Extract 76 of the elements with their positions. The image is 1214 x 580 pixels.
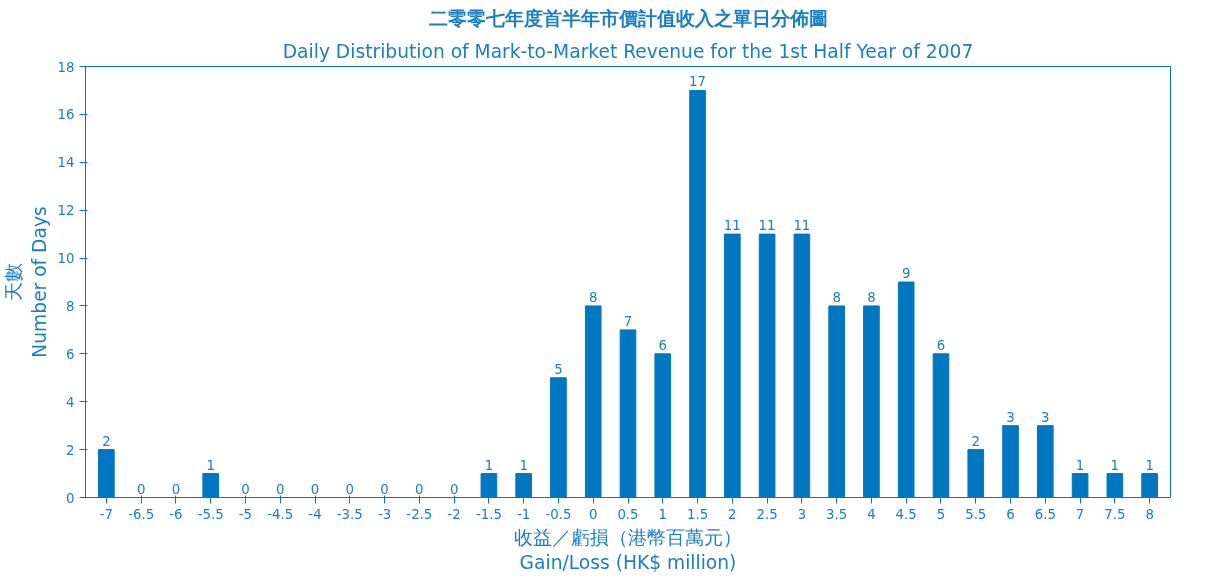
data-label: 2 — [102, 433, 111, 449]
data-label: 11 — [758, 218, 776, 234]
x-tick-label: -3.5 — [336, 506, 363, 522]
data-label: 17 — [689, 74, 707, 90]
x-tick-label: -6 — [169, 506, 183, 522]
x-tick-label: 6.5 — [1034, 506, 1056, 522]
x-tick-label: 3.5 — [826, 506, 848, 522]
x-tick-label: -3 — [377, 506, 392, 522]
y-tick-label: 14 — [57, 155, 75, 171]
x-tick-label: -2 — [447, 506, 461, 522]
data-label: 0 — [345, 481, 355, 497]
x-tick-label: -5.5 — [197, 506, 224, 522]
data-label: 1 — [206, 457, 215, 473]
x-tick-label: 8 — [1145, 506, 1154, 522]
data-label: 0 — [136, 481, 146, 497]
y-tick-label: 6 — [66, 346, 75, 362]
data-label: 1 — [1110, 457, 1120, 473]
x-tick-label: 1.5 — [686, 506, 709, 522]
x-tick-label: -1 — [517, 506, 531, 522]
y-tick-label: 12 — [57, 203, 75, 219]
data-label: 1 — [484, 457, 494, 473]
x-tick-label: -4 — [308, 506, 322, 522]
data-label: 3 — [1006, 409, 1015, 425]
x-tick-label: 0.5 — [617, 506, 639, 522]
data-label: 0 — [380, 481, 389, 497]
x-tick-label: 7.5 — [1104, 506, 1126, 522]
x-tick-label: -4.5 — [267, 506, 294, 522]
y-tick-label: 16 — [57, 107, 75, 123]
data-label: 1 — [1145, 457, 1154, 473]
x-tick-label: -6.5 — [128, 506, 155, 522]
data-label: 1 — [519, 457, 528, 473]
data-label: 1 — [1075, 457, 1085, 473]
data-label: 5 — [554, 361, 563, 377]
x-tick-label: -1.5 — [475, 506, 502, 522]
data-label: 0 — [171, 481, 181, 497]
x-tick-label: -0.5 — [545, 506, 572, 522]
x-tick-label: -7 — [99, 506, 114, 522]
data-label: 7 — [623, 313, 633, 329]
x-tick-label: -5 — [238, 506, 253, 522]
x-tick-label: 3 — [797, 506, 807, 522]
data-label: 0 — [449, 481, 459, 497]
x-tick-label: 5.5 — [965, 506, 987, 522]
x-tick-label: 2.5 — [756, 506, 778, 522]
x-tick-label: -2.5 — [406, 506, 433, 522]
data-label: 11 — [793, 218, 811, 234]
data-label: 6 — [936, 337, 946, 353]
x-tick-label: 4.5 — [895, 506, 917, 522]
x-tick-label: 0 — [588, 506, 598, 522]
y-tick-label: 8 — [66, 298, 75, 314]
data-label: 0 — [415, 481, 424, 497]
data-label: 9 — [901, 266, 911, 281]
data-label: 0 — [310, 481, 320, 497]
y-tick-label: 0 — [66, 490, 75, 506]
data-label: 11 — [723, 218, 741, 234]
y-tick-label: 4 — [66, 394, 75, 410]
x-tick-label: 6 — [1006, 506, 1015, 522]
x-tick-label: 7 — [1075, 506, 1085, 522]
data-label: 8 — [832, 289, 841, 305]
data-label: 3 — [1041, 409, 1050, 425]
data-label: 8 — [867, 289, 876, 305]
data-label: 0 — [241, 481, 250, 497]
data-label: 0 — [276, 481, 285, 497]
chart-title: 二零零七年度首半年市價計值收入之單日分佈圖 — [428, 7, 828, 29]
y-tick-label: 10 — [57, 251, 75, 267]
data-label: 8 — [588, 289, 598, 305]
y-tick-label: 18 — [57, 59, 75, 75]
x-tick-label: 1 — [658, 506, 668, 522]
chart-subtitle: Daily Distribution of Mark-to-Market Revenue for the 1st Half Year of 2007 — [282, 40, 974, 62]
x-axis-title: 收益／虧損（港幣百萬元） Gain/Loss (HK$ million) — [514, 526, 742, 573]
x-tick-label: 5 — [936, 506, 946, 522]
y-axis-title: 天數 Number of Days — [3, 206, 50, 358]
x-tick-label: 4 — [867, 506, 876, 522]
data-label: 6 — [658, 337, 668, 353]
x-tick-label: 2 — [728, 506, 737, 522]
data-label: 2 — [971, 433, 980, 449]
y-tick-label: 2 — [66, 442, 75, 458]
